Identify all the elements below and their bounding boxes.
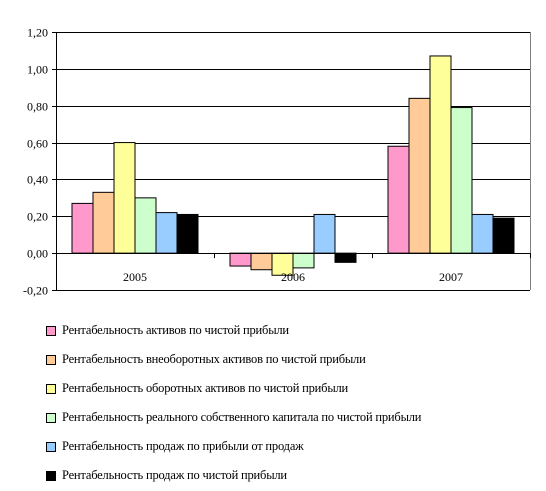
legend-item: Рентабельность продаж по чистой прибыли bbox=[46, 461, 536, 490]
bar bbox=[334, 252, 357, 263]
x-tick-label: 2007 bbox=[439, 270, 463, 284]
bar bbox=[387, 145, 410, 254]
bar bbox=[71, 202, 94, 254]
legend-item: Рентабельность продаж по прибыли от прод… bbox=[46, 432, 536, 461]
x-tick-label: 2006 bbox=[281, 270, 305, 284]
tick-labels: -0,20 0,00 0,20 0,40 0,60 0,80 1,00 1,20 2005 200… bbox=[23, 26, 463, 298]
bar bbox=[292, 252, 315, 269]
legend-item: Рентабельность реального собственного ка… bbox=[46, 403, 536, 432]
legend-swatch bbox=[46, 470, 56, 481]
legend-label: Рентабельность продаж по прибыли от прод… bbox=[62, 439, 304, 453]
legend-item: Рентабельность оборотных активов по чист… bbox=[46, 374, 536, 403]
legend-swatch bbox=[46, 354, 56, 365]
y-tick-label: -0,20 bbox=[23, 284, 48, 298]
legend-item: Рентабельность активов по чистой прибыли bbox=[46, 316, 536, 345]
bar bbox=[313, 213, 336, 254]
legend-swatch bbox=[46, 412, 56, 423]
bar bbox=[176, 213, 199, 254]
bar bbox=[155, 212, 178, 254]
bar bbox=[408, 97, 431, 254]
bar bbox=[492, 217, 515, 254]
y-tick-label: 0,20 bbox=[27, 210, 48, 224]
legend-label: Рентабельность внеоборотных активов по ч… bbox=[62, 352, 366, 366]
legend-swatch bbox=[46, 441, 56, 452]
bar bbox=[229, 252, 252, 267]
bars bbox=[71, 55, 515, 276]
y-tick-label: 0,00 bbox=[27, 247, 48, 261]
axes bbox=[52, 32, 531, 291]
bar bbox=[429, 55, 452, 254]
y-tick-label: 1,00 bbox=[27, 63, 48, 77]
x-tick-label: 2005 bbox=[123, 270, 147, 284]
bar bbox=[471, 213, 494, 254]
legend-swatch bbox=[46, 325, 56, 336]
y-tick-label: 0,60 bbox=[27, 137, 48, 151]
y-tick-label: 0,80 bbox=[27, 100, 48, 114]
bar bbox=[250, 252, 273, 271]
bar bbox=[92, 191, 115, 254]
legend-swatch bbox=[46, 383, 56, 394]
legend-label: Рентабельность оборотных активов по чист… bbox=[62, 381, 349, 395]
bar bbox=[134, 197, 157, 254]
bar bbox=[113, 142, 136, 254]
legend: Рентабельность активов по чистой прибыли… bbox=[46, 316, 536, 490]
legend-item: Рентабельность внеоборотных активов по ч… bbox=[46, 345, 536, 374]
y-tick-label: 0,40 bbox=[27, 173, 48, 187]
legend-label: Рентабельность продаж по чистой прибыли bbox=[62, 468, 287, 482]
legend-label: Рентабельность активов по чистой прибыли bbox=[62, 323, 289, 337]
legend-label: Рентабельность реального собственного ка… bbox=[62, 410, 422, 424]
bar bbox=[450, 107, 473, 254]
y-tick-label: 1,20 bbox=[27, 26, 48, 40]
